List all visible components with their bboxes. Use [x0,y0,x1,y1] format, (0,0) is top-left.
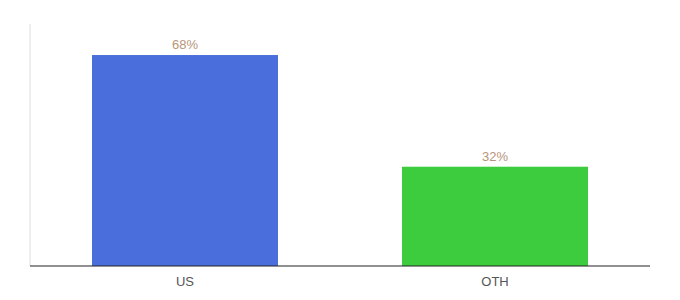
bars [92,55,588,266]
x-tick-label: US [176,274,194,289]
data-label: 32% [482,149,508,164]
x-axis-line [30,265,650,266]
bar [402,167,588,266]
chart-svg: US OTH 68% 32% [0,0,680,300]
chart-container: US OTH 68% 32% [0,0,680,300]
x-tick-label: OTH [481,274,508,289]
y-axis-line [30,24,31,266]
data-label: 68% [172,37,198,52]
bar [92,55,278,266]
